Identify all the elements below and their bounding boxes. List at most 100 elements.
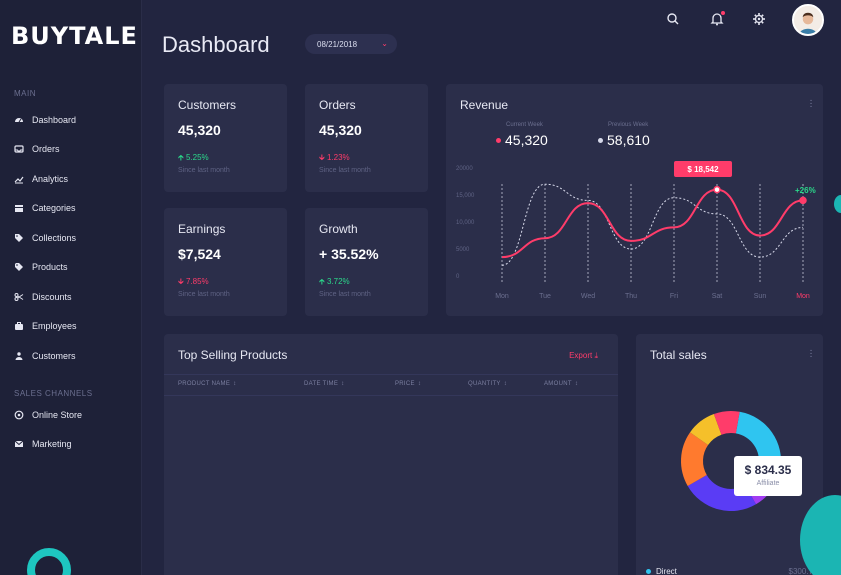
legend-value: $300.7 [788,567,813,575]
donut-segment [713,411,740,435]
sidebar-item-label: Collections [32,233,77,243]
column-date-time[interactable]: DATE TIME ↕ [304,381,345,387]
sort-icon: ↕ [417,381,422,387]
y-tick-label: 15,000 [456,193,475,199]
export-button[interactable]: Export ⤓ [569,351,598,360]
x-tick-label: Mon [495,293,509,300]
sidebar-item-customers[interactable]: Customers [14,348,76,364]
stat-value: $7,524 [178,246,221,262]
column-product-name[interactable]: PRODUCT NAME ↕ [178,381,237,387]
current-week-label: Current Week [506,122,543,128]
decorative-dot [834,195,841,213]
sidebar-item-analytics[interactable]: Analytics [14,171,68,187]
sidebar-item-discounts[interactable]: Discounts [14,289,72,305]
revenue-chart: 20000 15,000 10,000 5000 0 Mon Tue Wed Thu Fri Sa… [456,166,810,300]
sidebar-item-label: Employees [32,321,77,331]
inbox-icon [14,144,24,154]
date-value: 08/21/2018 [317,39,358,49]
stat-value: 45,320 [319,122,362,138]
legend-item-direct: Direct [646,567,677,575]
x-tick-label: Mon [796,293,810,300]
x-tick-label: Thu [625,293,637,300]
brand-logo[interactable]: BUYTALE [11,22,138,50]
sidebar-item-label: Dashboard [32,115,77,125]
current-week-dot [496,137,501,143]
sidebar-item-dashboard[interactable]: Dashboard [14,112,76,128]
total-sales-card: Total sales · · · $ 834.35 Affiliate Direc… [636,334,823,575]
bell-icon[interactable] [710,11,725,26]
legend-dot [646,569,651,574]
page-title: Dashboard [162,32,270,57]
sort-icon: ↕ [233,381,237,387]
briefcase-icon [14,321,24,331]
sales-donut-chart [681,411,781,511]
y-tick-label: 10,000 [456,220,475,226]
x-tick-label: Sat [712,293,723,300]
tags-icon [14,233,24,243]
tag-icon [14,262,24,272]
arrow-down-icon: 🡳 [319,153,325,162]
sidebar: BUYTALE MAIN Dashboard Orders Analytics … [0,0,142,575]
stat-card-orders[interactable]: Orders 45,320 🡳 1.23% Since last month [305,84,428,192]
more-options-icon[interactable]: · · · [809,95,813,112]
arrow-down-icon: 🡳 [178,277,184,286]
stat-title: Orders [319,98,356,112]
previous-week-dot [598,137,603,143]
column-quantity[interactable]: QUANTITY ↕ [468,381,508,387]
x-tick-label: Fri [670,293,679,300]
tooltip-label: Affiliate [756,480,780,487]
sort-icon: ↕ [503,381,508,387]
sidebar-item-collections[interactable]: Collections [14,230,76,246]
sidebar-item-label: Customers [32,351,76,361]
gear-icon[interactable] [752,12,766,26]
stat-change: 🡱 5.25% [178,153,209,162]
donut-segment [687,475,756,511]
sidebar-item-categories[interactable]: Categories [14,200,76,216]
notification-dot [721,11,725,15]
decorative-ring [27,548,71,575]
column-price[interactable]: PRICE ↕ [395,381,422,387]
mail-icon [14,439,24,449]
x-tick-label: Wed [581,293,595,300]
sidebar-item-orders[interactable]: Orders [14,141,60,157]
arrow-up-icon: 🡱 [319,277,325,286]
sidebar-item-employees[interactable]: Employees [14,318,77,334]
x-tick-label: Sun [754,293,767,300]
more-options-icon[interactable]: · · · [809,345,813,362]
sidebar-item-marketing[interactable]: Marketing [14,436,72,452]
user-avatar[interactable] [792,4,824,36]
sidebar-item-label: Analytics [32,174,69,184]
sidebar-item-online-store[interactable]: Online Store [14,407,82,423]
stat-card-growth[interactable]: Growth + 35.52% 🡱 3.72% Since last month [305,208,428,316]
revenue-card: Revenue · · · Current Week 45,320 Previous… [446,84,823,316]
y-tick-label: 0 [456,274,460,280]
stat-subtitle: Since last month [178,291,230,298]
users-icon [14,351,24,361]
previous-week-value: 58,610 [598,132,650,148]
chevron-down-icon: ⌄ [381,39,388,48]
donut-segment [681,432,709,486]
chart-line-icon [14,174,24,184]
sidebar-item-label: Online Store [32,410,83,420]
date-picker[interactable]: 08/21/2018 ⌄ [305,34,397,54]
chart-point [799,196,807,205]
top-products-card: Top Selling Products Export ⤓ PRODUCT NA… [164,334,618,575]
stat-card-earnings[interactable]: Earnings $7,524 🡳 7.85% Since last month [164,208,287,316]
column-amount[interactable]: AMOUNT ↕ [544,381,579,387]
sales-title: Total sales [650,348,707,362]
sort-icon: ↕ [341,381,345,387]
sidebar-item-label: Orders [32,144,60,154]
stat-subtitle: Since last month [319,167,371,174]
stat-value: 45,320 [178,122,221,138]
chart-point [713,185,721,194]
search-icon[interactable] [666,12,680,26]
stat-card-customers[interactable]: Customers 45,320 🡱 5.25% Since last mont… [164,84,287,192]
sidebar-item-label: Marketing [32,439,72,449]
donut-segment [735,411,781,470]
y-tick-label: 5000 [456,247,470,253]
stat-subtitle: Since last month [319,291,371,298]
sort-icon: ↕ [574,381,579,387]
arrow-up-icon: 🡱 [178,153,184,162]
y-tick-label: 20000 [456,166,473,172]
sidebar-item-products[interactable]: Products [14,259,68,275]
